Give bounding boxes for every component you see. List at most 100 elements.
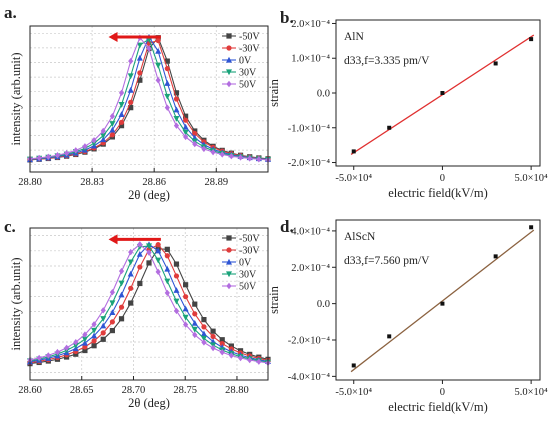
- legend-label-0V: 0V: [239, 258, 252, 269]
- series-point-0V: [127, 86, 134, 93]
- series-line--50V: [29, 36, 269, 161]
- legend-marker--30V: [226, 247, 232, 253]
- series-point--30V: [128, 99, 134, 105]
- series-point--50V: [219, 337, 225, 343]
- series-point-0V: [118, 111, 125, 117]
- shift-arrow-head: [108, 31, 118, 42]
- series-point-30V: [118, 102, 125, 108]
- legend-marker--30V: [226, 45, 232, 51]
- series-point--50V: [164, 246, 170, 252]
- series-point--50V: [228, 343, 234, 349]
- legend-marker--50V: [226, 33, 232, 39]
- legend-marker-50V: [226, 282, 232, 290]
- series-point-30V: [109, 121, 116, 127]
- xrd-peak-chart-a: 28.80 28.83 28.86 28.89 2θ (deg) intensity (a…: [9, 25, 271, 202]
- series-point--50V: [173, 261, 180, 267]
- series-point-50V: [155, 77, 161, 84]
- series-point-50V: [36, 154, 42, 162]
- series-point--30V: [192, 130, 198, 137]
- series-point-50V: [164, 289, 170, 297]
- series-point-50V: [210, 148, 216, 156]
- series-point-50V: [201, 145, 207, 153]
- plot-frame: [29, 25, 269, 173]
- series-point--30V: [118, 119, 125, 125]
- series-point--50V: [118, 316, 125, 322]
- series-point--30V: [128, 285, 134, 291]
- series-point--50V: [73, 351, 79, 357]
- series-point--50V: [137, 77, 143, 83]
- panel-label-b: b.: [280, 8, 294, 27]
- series-point-30V: [164, 93, 171, 100]
- series-point-50V: [73, 338, 79, 346]
- series-point-0V: [100, 322, 107, 329]
- series-point--50V: [137, 280, 143, 287]
- series-point-0V: [109, 126, 116, 133]
- series-point-30V: [91, 140, 98, 147]
- series-point-50V: [64, 344, 70, 352]
- series-point-30V: [118, 280, 125, 287]
- series-point--30V: [91, 338, 97, 344]
- x-tick-label: 28.86: [142, 177, 166, 188]
- legend-label--30V: -30V: [239, 246, 260, 257]
- series-point-30V: [100, 133, 107, 139]
- legend-label-30V: 30V: [239, 270, 257, 281]
- panel-label-c: c.: [4, 217, 16, 236]
- series-point-0V: [182, 123, 189, 130]
- x-tick-label: 28.60: [18, 385, 42, 396]
- series-point--50V: [210, 328, 216, 334]
- data-point: [351, 363, 356, 368]
- data-point: [387, 334, 392, 339]
- series-point-0V: [173, 106, 180, 113]
- series-point-0V: [109, 309, 116, 315]
- series-point--30V: [164, 65, 170, 72]
- series-point--50V: [183, 113, 189, 119]
- y-tick-label: 2.0×10⁻⁴: [291, 263, 330, 274]
- series-point-50V: [247, 356, 253, 364]
- y-tick-label: 1.0×10⁻⁴: [291, 54, 330, 65]
- series-point-0V: [155, 247, 162, 254]
- series-point--30V: [173, 273, 180, 279]
- x-tick-label: 28.83: [80, 177, 104, 188]
- series-point-50V: [82, 331, 88, 338]
- series-point-50V: [137, 241, 143, 248]
- series-point--50V: [128, 300, 134, 306]
- panel-label-d: d.: [280, 217, 294, 236]
- legend-label-0V: 0V: [239, 56, 252, 67]
- legend-label-30V: 30V: [239, 68, 257, 79]
- series-point--50V: [201, 317, 207, 323]
- series-point-30V: [155, 257, 162, 264]
- series-line-0V: [29, 35, 269, 161]
- y-tick-label: -2.0×10⁻⁴: [288, 158, 331, 169]
- legend-marker--50V: [226, 235, 232, 241]
- d33-coefficient-label: d33,f=7.560 pm/V: [344, 255, 430, 267]
- series-point-50V: [118, 267, 125, 275]
- series-point-0V: [200, 330, 207, 337]
- panel-label-a: a.: [4, 3, 17, 22]
- series-point--50V: [118, 123, 125, 129]
- series-point-0V: [155, 47, 162, 54]
- series-point-50V: [146, 45, 152, 52]
- series-point-50V: [109, 112, 115, 120]
- series-point-0V: [173, 287, 180, 293]
- series-point-0V: [182, 305, 189, 312]
- x-axis-label: 2θ (deg): [128, 396, 170, 410]
- data-point: [493, 254, 498, 259]
- material-label: AlN: [344, 31, 365, 43]
- series-point--50V: [173, 90, 180, 96]
- strain-chart-b: -5.0×10⁴ 0 5.0×10⁴ -2.0×10⁻⁴ -1.0×10⁻⁴ 0.0 1.0…: [267, 19, 548, 200]
- series-point-50V: [128, 248, 134, 256]
- series-point-0V: [91, 332, 98, 339]
- series-point-50V: [237, 354, 244, 362]
- series-point-50V: [118, 89, 125, 97]
- series-point--30V: [183, 117, 189, 123]
- plot-frame: [29, 227, 269, 381]
- legend-marker-0V: [226, 56, 232, 63]
- series-point-30V: [182, 129, 189, 136]
- x-tick-label: 5.0×10⁴: [515, 173, 549, 184]
- series-point--30V: [137, 264, 143, 270]
- series-point-50V: [100, 307, 106, 314]
- series-point--50V: [82, 347, 88, 354]
- legend-label--30V: -30V: [239, 44, 260, 55]
- series-point--50V: [146, 260, 152, 266]
